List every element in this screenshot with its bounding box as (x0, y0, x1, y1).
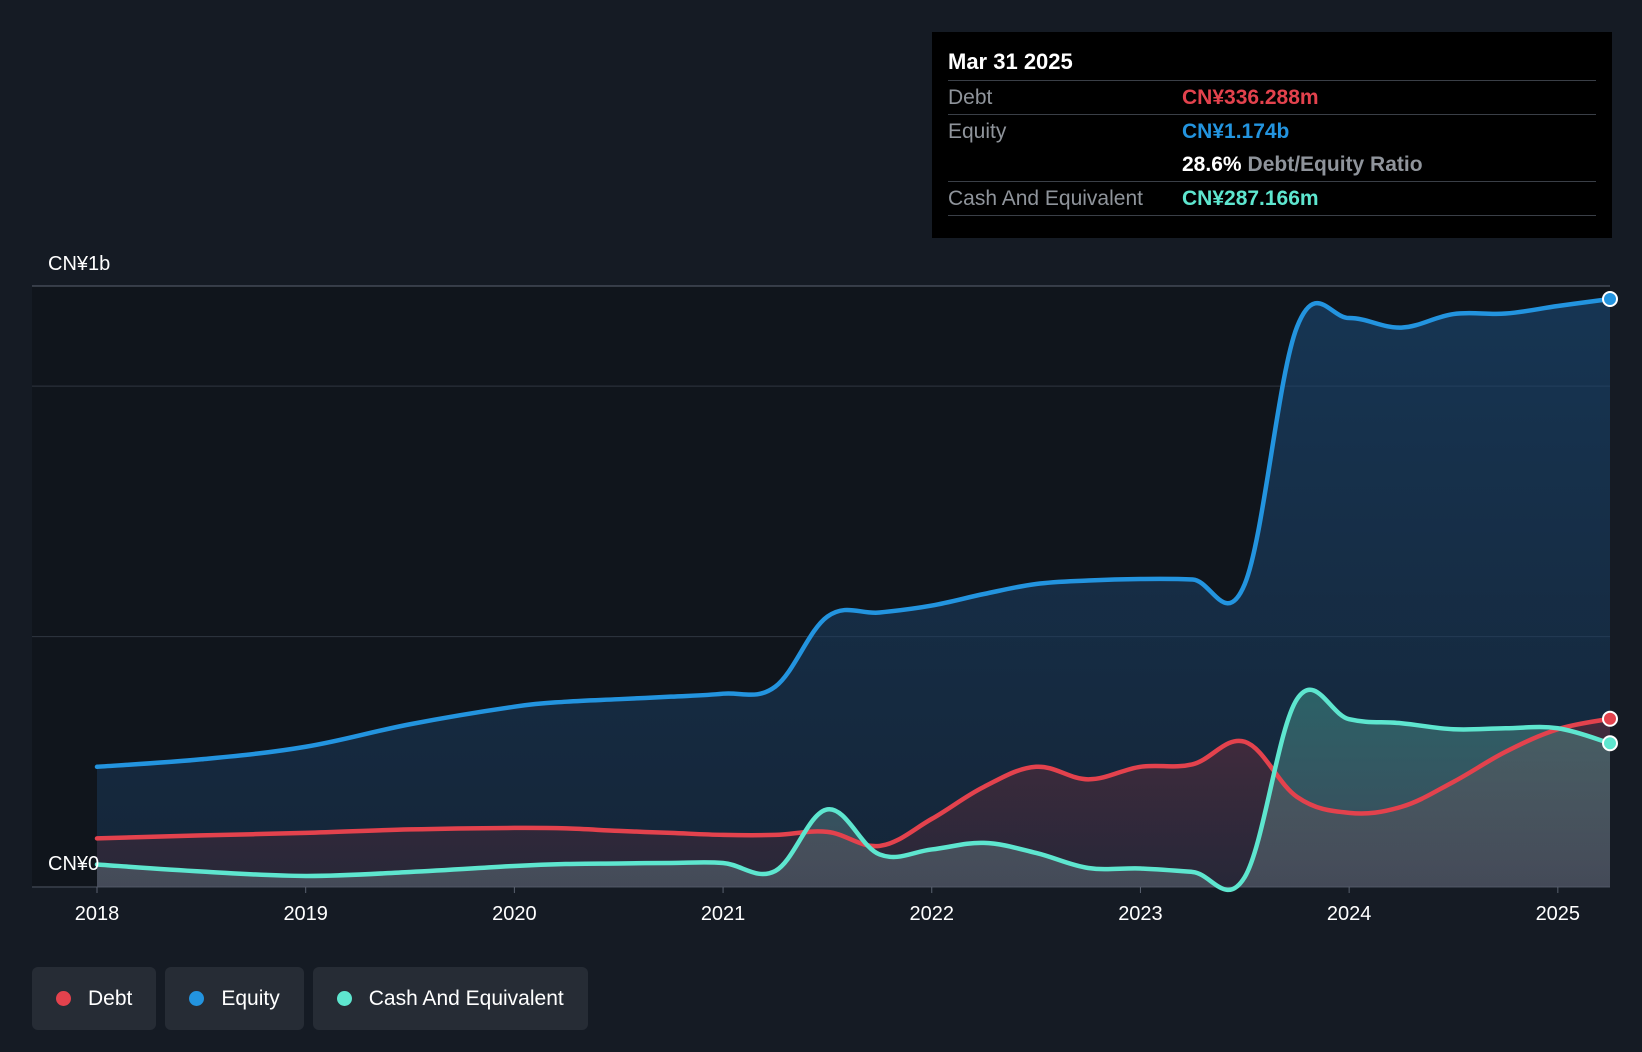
debt-line (94, 716, 1613, 849)
x-tick-label: 2022 (910, 903, 955, 925)
tooltip-debt-label: Debt (948, 85, 993, 109)
legend-dot-cash (336, 991, 352, 1006)
x-tick-label: 2019 (283, 903, 328, 925)
tooltip-ratio-value: 28.6% (1182, 152, 1242, 176)
legend-dot-equity (189, 991, 205, 1006)
legend-item-equity[interactable]: Equity (165, 967, 304, 1030)
legend-label-equity: Equity (221, 986, 280, 1010)
x-tick-label: 2023 (1118, 903, 1163, 925)
legend-label-cash: Cash And Equivalent (368, 986, 564, 1010)
cash-area (97, 689, 1610, 890)
tooltip-cash-label: Cash And Equivalent (948, 186, 1143, 210)
y-axis-bottom-label: CN¥0 (48, 853, 99, 875)
tooltip-row-ratio: 28.6% Debt/Equity Ratio (948, 148, 1596, 181)
tooltip-date: Mar 31 2025 (948, 49, 1073, 74)
equity-endpoint (1602, 291, 1618, 308)
hover-tooltip: Mar 31 2025 Debt CN¥336.288m Equity CN¥1… (932, 32, 1612, 238)
tooltip-debt-value: CN¥336.288m (1182, 85, 1319, 109)
y-axis-top-label: CN¥1b (48, 253, 110, 275)
series-lines (94, 296, 1613, 893)
cash-endpoint (1602, 735, 1618, 752)
series-endpoints (1602, 291, 1618, 752)
legend-item-cash[interactable]: Cash And Equivalent (312, 967, 588, 1030)
legend-label-debt: Debt (88, 986, 133, 1010)
x-tick-label: 2020 (492, 903, 537, 925)
x-tick-label: 2018 (75, 903, 120, 925)
chart-legend: Debt Equity Cash And Equivalent (32, 967, 588, 1030)
legend-dot-debt (56, 991, 71, 1006)
tooltip-row-cash: Cash And Equivalent CN¥287.166m (948, 181, 1596, 216)
tooltip-row-equity: Equity CN¥1.174b (948, 114, 1596, 148)
debt-endpoint (1602, 710, 1618, 727)
debt-area (97, 718, 1610, 887)
x-tick-label: 2024 (1327, 903, 1372, 925)
tooltip-equity-label: Equity (948, 119, 1007, 143)
tooltip-equity-value: CN¥1.174b (1182, 119, 1290, 143)
cash-line (94, 687, 1613, 893)
equity-line (94, 296, 1613, 770)
x-tick-label: 2025 (1536, 903, 1581, 925)
tooltip-row-debt: Debt CN¥336.288m (948, 80, 1596, 114)
tooltip-cash-value: CN¥287.166m (1182, 186, 1319, 210)
x-axis-ticks: 2018 2019 2020 2021 2022 2023 2024 2025 (75, 887, 1580, 925)
legend-item-debt[interactable]: Debt (32, 967, 157, 1030)
x-tick-label: 2021 (701, 903, 746, 925)
tooltip-ratio-label: Debt/Equity Ratio (1247, 152, 1423, 176)
